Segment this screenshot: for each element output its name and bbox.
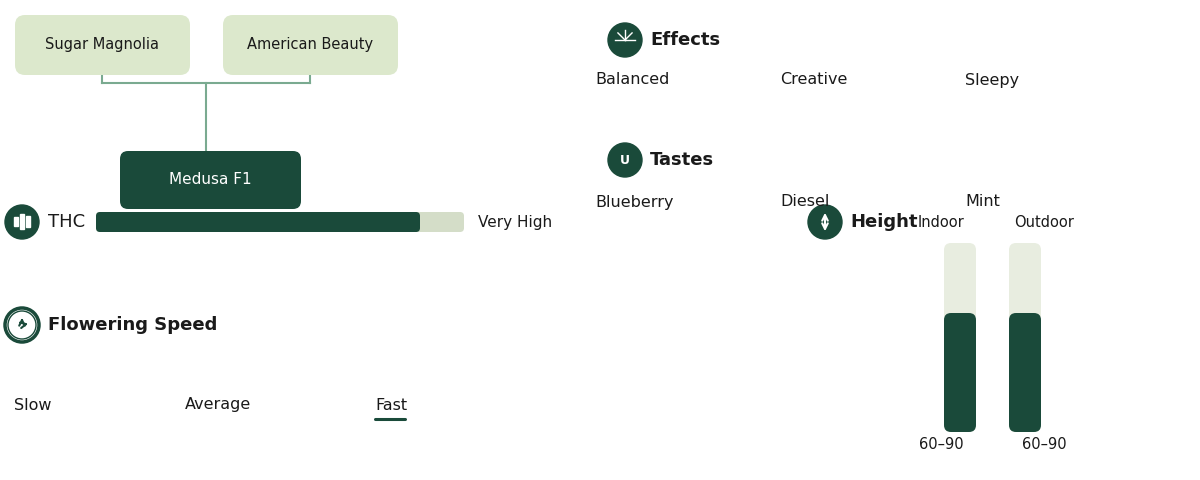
Text: Medusa F1: Medusa F1: [169, 172, 251, 188]
Circle shape: [608, 143, 642, 177]
Text: Balanced: Balanced: [595, 72, 670, 87]
FancyBboxPatch shape: [1009, 313, 1042, 432]
Text: U: U: [620, 154, 630, 167]
Bar: [20, 214, 24, 229]
Text: Outdoor: Outdoor: [1014, 215, 1074, 230]
Text: Effects: Effects: [650, 31, 720, 49]
Text: Height: Height: [850, 213, 918, 231]
Text: Mint: Mint: [965, 194, 1000, 209]
FancyBboxPatch shape: [944, 243, 976, 432]
Text: Tastes: Tastes: [650, 151, 714, 169]
Text: Slow: Slow: [14, 397, 52, 412]
Text: Indoor: Indoor: [918, 215, 965, 230]
Text: Sugar Magnolia: Sugar Magnolia: [46, 37, 158, 52]
Text: Fast: Fast: [374, 397, 407, 412]
Text: 60–90: 60–90: [919, 437, 964, 452]
Bar: [26, 216, 30, 227]
Text: Creative: Creative: [780, 72, 847, 87]
Text: THC: THC: [48, 213, 85, 231]
FancyBboxPatch shape: [96, 212, 420, 232]
Text: Flowering Speed: Flowering Speed: [48, 316, 217, 334]
Text: Average: Average: [185, 397, 251, 412]
FancyBboxPatch shape: [223, 15, 398, 75]
Text: Sleepy: Sleepy: [965, 72, 1019, 87]
FancyBboxPatch shape: [1009, 243, 1042, 432]
Text: Diesel: Diesel: [780, 194, 829, 209]
Circle shape: [5, 308, 38, 342]
FancyBboxPatch shape: [120, 151, 301, 209]
Circle shape: [5, 205, 38, 239]
Circle shape: [608, 23, 642, 57]
FancyBboxPatch shape: [96, 212, 464, 232]
Text: American Beauty: American Beauty: [247, 37, 373, 52]
FancyBboxPatch shape: [14, 15, 190, 75]
Text: Blueberry: Blueberry: [595, 194, 673, 209]
FancyBboxPatch shape: [944, 313, 976, 432]
Bar: [14, 217, 18, 226]
Text: 60–90: 60–90: [1021, 437, 1067, 452]
Circle shape: [808, 205, 842, 239]
Text: Very High: Very High: [478, 215, 552, 229]
